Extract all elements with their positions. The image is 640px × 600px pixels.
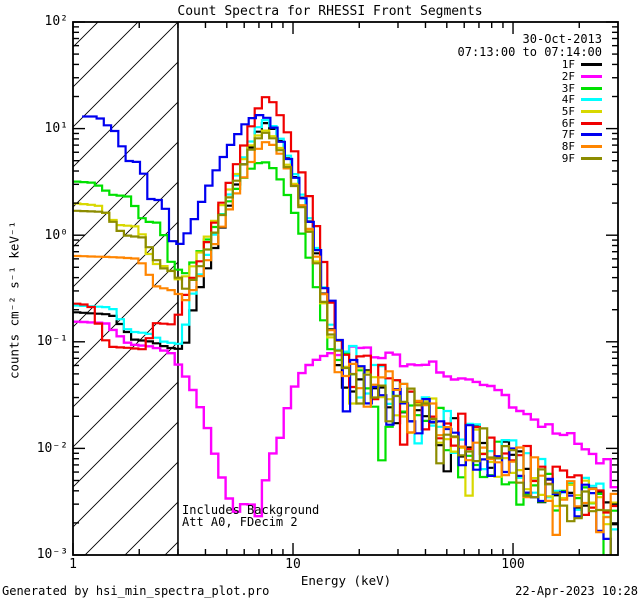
legend-entry-5f: 5F [561,105,602,119]
legend-label: 5F [561,105,575,119]
legend-swatch [581,86,602,90]
legend-entry-2f: 2F [561,70,602,84]
legend: 1F 2F 3F 4F 5F 6F 7F 8F 9F [561,58,602,165]
legend-swatch [581,156,602,160]
y-tick-label-1e-3: 10⁻³ [36,547,68,562]
legend-swatch [581,145,602,149]
axis-ticks [72,21,618,556]
legend-swatch [581,110,602,114]
plot-timestamp: 22-Apr-2023 10:28 [515,584,638,598]
y-axis-title: counts cm⁻² s⁻¹ keV⁻¹ [6,220,22,380]
annotation-includes-background: Includes Background [182,503,320,517]
observation-date: 30-Oct-2013 [522,32,602,46]
generated-by-text: Generated by hsi_min_spectra_plot.pro [2,584,270,598]
plot-frame [72,21,619,556]
y-tick-label-1e1: 10¹ [44,121,68,136]
chart-title: Count Spectra for RHESSI Front Segments [177,4,483,19]
spectrum-curve-6F [73,96,618,516]
legend-swatch [581,63,602,67]
legend-label: 2F [561,70,575,84]
spectrum-curve-7F [82,114,612,555]
legend-label: 6F [561,116,575,130]
legend-label: 4F [561,93,575,107]
spectra-curves [73,96,618,555]
spectrum-curve-1F [73,122,618,526]
y-tick-label-1e0: 10⁰ [44,228,68,243]
legend-swatch [581,75,602,79]
legend-entry-6f: 6F [561,116,602,130]
observation-time-range: 07:13:00 to 07:14:00 [457,45,603,59]
legend-entry-4f: 4F [561,93,602,107]
spectrum-curve-9F [73,131,612,555]
legend-label: 3F [561,81,575,95]
x-tick-label-1: 1 [69,557,77,572]
legend-entry-7f: 7F [561,128,602,142]
legend-label: 7F [561,128,575,142]
legend-entry-3f: 3F [561,81,602,95]
spectrum-curve-4F [73,119,618,531]
x-tick-label-10: 10 [285,557,301,572]
legend-swatch [581,133,602,137]
legend-label: 9F [561,151,575,165]
spectrum-curve-3F [73,161,618,555]
legend-entry-9f: 9F [561,151,602,165]
legend-entry-1f: 1F [561,58,602,72]
y-tick-label-1e-1: 10⁻¹ [36,334,68,349]
spectrum-curve-8F [73,141,618,536]
y-tick-label-1e-2: 10⁻² [36,441,68,456]
legend-label: 1F [561,58,575,72]
legend-entry-8f: 8F [561,140,602,154]
x-axis-title: Energy (keV) [300,573,392,588]
y-tick-label-1e2: 10² [44,14,68,29]
legend-swatch [581,98,602,102]
annotation-attenuator-state: Att A0, FDecim 2 [182,515,298,529]
legend-label: 8F [561,140,575,154]
legend-swatch [581,121,602,125]
x-tick-label-100: 100 [501,557,525,572]
